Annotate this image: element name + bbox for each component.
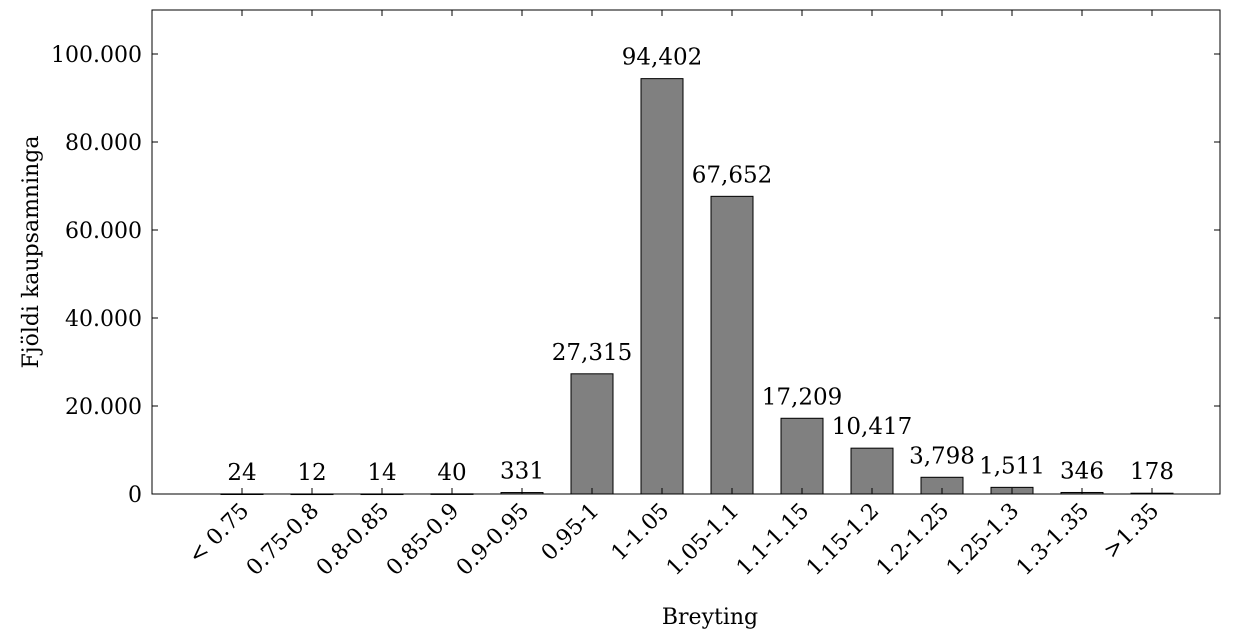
data-label: 94,402	[622, 45, 702, 71]
y-tick-label: 20.000	[65, 395, 142, 420]
y-tick-label: 80.000	[65, 131, 142, 156]
plot-area	[151, 9, 1221, 495]
bar	[570, 373, 614, 495]
plot-frame	[151, 9, 1221, 495]
data-label: 10,417	[832, 414, 912, 440]
x-tick-label: 0.8-0.85	[312, 499, 394, 581]
bar	[710, 195, 754, 495]
data-label: 14	[367, 460, 396, 486]
x-tick-label: 0.75-0.8	[242, 499, 324, 581]
x-axis: < 0.750.75-0.80.8-0.850.85-0.90.9-0.95 0.…	[184, 488, 1164, 581]
data-labels: 24 12 14 40 331 27,315 94,402 67,652 17,209 10,41…	[227, 45, 1174, 486]
y-axis-title: Fjöldi kaupsamninga	[19, 135, 44, 368]
bar	[850, 447, 894, 495]
data-label: 24	[227, 460, 256, 486]
data-label: 12	[297, 460, 326, 486]
x-tick-label: < 0.75	[184, 499, 254, 569]
data-label: 346	[1060, 458, 1104, 484]
y-tick-label: 0	[128, 483, 142, 508]
x-tick-label: 1.25-1.3	[942, 499, 1024, 581]
data-label: 331	[500, 459, 544, 485]
data-label: 40	[437, 460, 466, 486]
x-tick-label: 1.1-1.15	[732, 499, 814, 581]
bar	[360, 493, 404, 496]
bar	[640, 78, 684, 495]
x-tick-label: 1.15-1.2	[802, 499, 884, 581]
y-tick-label: 40.000	[65, 307, 142, 332]
data-label: 27,315	[552, 340, 632, 366]
x-tick-label: 0.85-0.9	[382, 499, 464, 581]
data-label: 17,209	[762, 384, 842, 410]
x-tick-label: 1-1.05	[607, 499, 674, 566]
data-label: 67,652	[692, 162, 772, 188]
x-tick-label: 0.95-1	[537, 499, 604, 566]
x-axis-title: Breyting	[662, 605, 758, 630]
data-label: 3,798	[909, 443, 975, 469]
data-label: 178	[1130, 459, 1174, 485]
x-tick-label: 0.9-0.95	[452, 499, 534, 581]
x-tick-label: 1.05-1.1	[662, 499, 744, 581]
y-tick-label: 60.000	[65, 219, 142, 244]
data-label: 1,511	[979, 453, 1045, 479]
y-tick-label: 100.000	[51, 43, 142, 68]
x-tick-label: 1.2-1.25	[872, 499, 954, 581]
bar	[290, 493, 334, 496]
bars	[220, 78, 1174, 496]
x-tick-label: 1.3-1.35	[1012, 499, 1094, 581]
x-tick-label: >1.35	[1099, 499, 1164, 564]
bar	[780, 417, 824, 495]
y-axis: 0 20.000 40.000 60.000 80.000 100.000	[51, 43, 1220, 508]
